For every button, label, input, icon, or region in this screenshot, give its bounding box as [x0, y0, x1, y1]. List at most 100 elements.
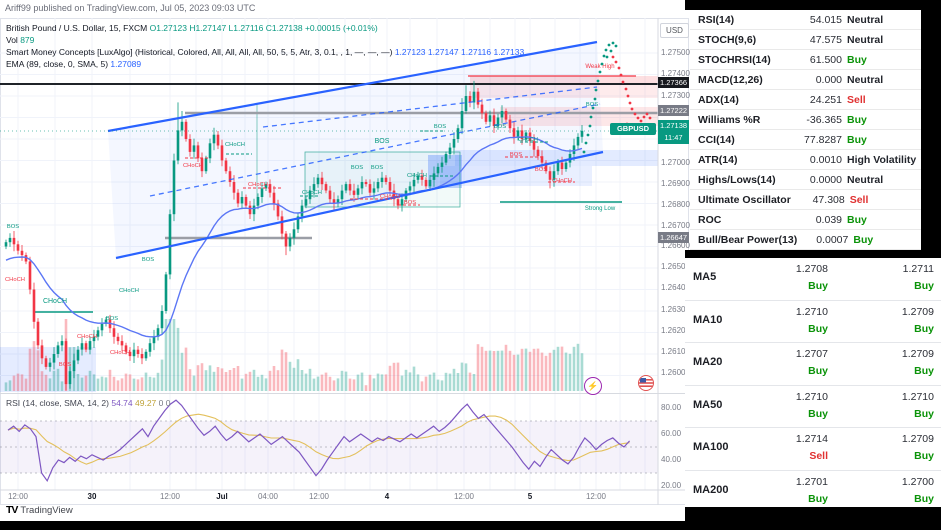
indicator-signal: Sell — [849, 193, 869, 206]
indicator-value: 47.308 — [812, 193, 845, 206]
rsi-legend-text: 49.27 — [135, 398, 159, 408]
legend-text: +0.00015 (+0.01%) — [304, 23, 378, 33]
indicator-signal: Sell — [847, 93, 866, 106]
indicator-value: 61.500 — [809, 53, 842, 66]
ma-value-simple: 1.2707 — [795, 348, 828, 360]
legend-text: L1.27116 — [228, 23, 266, 33]
legend-text: 1.27147 — [427, 47, 461, 57]
moving-averages-table: MA5 1.2708 Buy 1.2711 Buy MA10 1.2710 Buy 1.2709… — [685, 258, 941, 513]
bar-countdown: 11:47 — [664, 133, 683, 142]
tradingview-logo[interactable]: TV TradingView — [6, 504, 73, 516]
ma-signal-exponential: Buy — [914, 450, 934, 462]
us-flag-icon — [639, 378, 653, 387]
price-tick-label: 1.26800 — [661, 200, 690, 209]
indicator-name: ROC — [698, 213, 722, 226]
indicator-signal: Buy — [853, 233, 874, 246]
legend-row[interactable]: British Pound / U.S. Dollar, 15, FXCM O1… — [6, 22, 524, 34]
ma-row: MA50 1.2710 Buy 1.2710 Buy — [685, 386, 941, 428]
indicator-name: STOCH(9,6) — [698, 33, 757, 46]
svg-text:Weak High: Weak High — [585, 64, 614, 70]
price-chart[interactable]: BOS CHoCH CHoCH CHoCH BOS CHoCH BOS CHoCH BOS CHo… — [0, 18, 689, 505]
technical-indicators-table: RSI(14) 54.015 Neutral STOCH(9,6) 47.575 Neut… — [690, 10, 921, 250]
ma-value-simple: 1.2710 — [795, 390, 828, 403]
indicator-name: ATR(14) — [698, 153, 738, 166]
indicator-value: 24.251 — [809, 93, 842, 106]
ma-value-exponential: 1.2710 — [901, 390, 934, 403]
tv-logo-mark: TV — [6, 504, 18, 516]
ma-value-exponential: 1.2711 — [902, 263, 934, 275]
svg-text:CHoCH: CHoCH — [380, 194, 400, 200]
time-tick-label: Jul — [216, 492, 228, 501]
ma-row: MA100 1.2714 Sell 1.2709 Buy — [685, 428, 941, 471]
weak-high-price-badge: 1.27366 — [658, 77, 689, 88]
ma-signal-exponential: Buy — [914, 280, 934, 292]
time-tick-label: 12:00 — [159, 492, 181, 501]
legend-text: O1.27123 — [149, 23, 190, 33]
price-tick-label: 1.26600 — [661, 241, 690, 250]
time-tick-label: 30 — [87, 492, 97, 501]
ma-row: MA10 1.2710 Buy 1.2709 Buy — [685, 301, 941, 343]
price-tick-label: 1.27400 — [661, 69, 690, 78]
svg-text:BOS: BOS — [351, 165, 363, 171]
rsi-legend-text: RSI (14, close, SMA, 14, 2) — [6, 398, 112, 408]
legend-row[interactable]: Vol 879 — [6, 34, 524, 46]
svg-text:BOS: BOS — [371, 165, 383, 171]
chart-canvas[interactable]: BOS CHoCH CHoCH CHoCH BOS CHoCH BOS CHoCH BOS CHo… — [0, 18, 689, 505]
ma-value-simple: 1.2708 — [795, 263, 828, 275]
us-flag-event-icon[interactable] — [638, 375, 654, 391]
indicator-signal: Neutral — [847, 73, 884, 86]
ma-signal-exponential: Buy — [914, 365, 934, 377]
indicator-value: 0.0007 — [816, 233, 849, 246]
svg-text:CHoCH: CHoCH — [225, 142, 245, 148]
rsi-legend[interactable]: RSI (14, close, SMA, 14, 2) 54.74 49.27 … — [6, 398, 170, 408]
svg-text:CHoCH: CHoCH — [407, 173, 427, 179]
indicator-name: STOCHRSI(14) — [698, 53, 771, 66]
svg-text:BOS: BOS — [59, 362, 71, 368]
indicator-row: STOCHRSI(14) 61.500 Buy — [690, 50, 921, 70]
svg-text:BOS: BOS — [7, 224, 19, 230]
indicator-row: Ultimate Oscillator 47.308 Sell — [690, 190, 921, 210]
indicator-name: CCI(14) — [698, 133, 735, 146]
indicator-signal: High Volatility — [847, 153, 917, 166]
supply-price-badge: 1.27222 — [658, 105, 689, 116]
svg-text:BOS: BOS — [586, 102, 598, 108]
price-tick-label: 1.26200 — [661, 326, 690, 335]
svg-text:BOS: BOS — [375, 138, 390, 145]
ma-name: MA100 — [693, 441, 729, 453]
svg-text:CHoCH: CHoCH — [110, 350, 130, 356]
indicator-signal: Buy — [847, 113, 867, 126]
svg-text:CHoCH: CHoCH — [302, 190, 322, 196]
legend-row[interactable]: EMA (89, close, 0, SMA, 5) 1.27089 — [6, 58, 524, 70]
indicator-row: MACD(12,26) 0.000 Neutral — [690, 70, 921, 90]
indicator-value: 0.000 — [815, 73, 842, 86]
indicator-row: Williams %R -36.365 Buy — [690, 110, 921, 130]
ma-value-simple: 1.2714 — [795, 433, 828, 445]
indicator-name: MACD(12,26) — [698, 73, 763, 86]
svg-text:CHoCH: CHoCH — [552, 178, 572, 184]
currency-toggle[interactable]: USD — [660, 23, 689, 38]
ideas-lightning-icon[interactable]: ⚡ — [584, 377, 602, 395]
price-tick-label: 1.26100 — [661, 347, 690, 356]
last-price-badge: 1.27138 11:47 — [658, 120, 689, 144]
indicator-signal: Buy — [847, 53, 867, 66]
svg-text:CHoCH: CHoCH — [183, 163, 203, 169]
chart-legend[interactable]: British Pound / U.S. Dollar, 15, FXCM O1… — [6, 22, 524, 70]
indicator-value: 77.8287 — [804, 133, 842, 146]
legend-row[interactable]: Smart Money Concepts [LuxAlgo] (Historic… — [6, 46, 524, 58]
frame-bottom — [0, 521, 941, 530]
indicator-name: Williams %R — [698, 113, 761, 126]
svg-text:BOS: BOS — [142, 257, 154, 263]
svg-text:BOS: BOS — [510, 152, 522, 158]
svg-text:CHoCH: CHoCH — [119, 288, 139, 294]
legend-text: C1.27138 — [265, 23, 305, 33]
indicator-name: RSI(14) — [698, 13, 735, 26]
svg-text:CHoCH: CHoCH — [43, 298, 67, 305]
ma-signal-simple: Buy — [808, 280, 828, 292]
svg-text:CHoCH: CHoCH — [5, 277, 25, 283]
legend-text: 1.27123 — [394, 47, 428, 57]
ma-signal-exponential: Buy — [914, 322, 934, 335]
price-tick-label: 1.27000 — [661, 158, 690, 167]
frame-top — [685, 0, 941, 10]
price-tick-label: 1.26900 — [661, 179, 690, 188]
legend-text: H1.27147 — [189, 23, 229, 33]
